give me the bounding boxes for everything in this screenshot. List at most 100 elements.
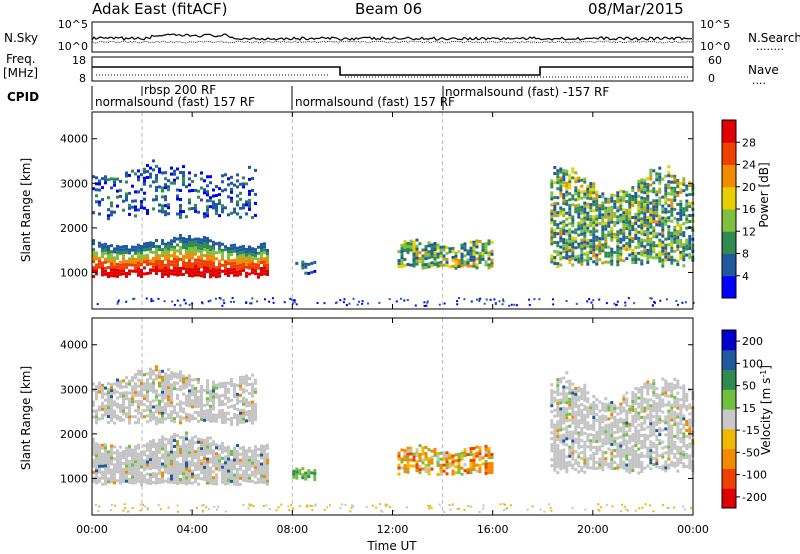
data-cell-4-439 bbox=[613, 467, 617, 470]
data-cell-1-136 bbox=[173, 172, 176, 176]
data-cell-4-658 bbox=[649, 383, 653, 387]
data-cell-0-438 bbox=[197, 449, 200, 453]
data-cell-4-832 bbox=[673, 419, 677, 423]
data-cell-0-522 bbox=[215, 473, 218, 477]
data-cell-1-63 bbox=[134, 208, 137, 212]
data-cell-1-305 bbox=[173, 372, 176, 376]
data-cell-4-151 bbox=[571, 167, 575, 171]
data-cell-0-544 bbox=[221, 477, 224, 481]
data-cell-0-156 bbox=[131, 472, 134, 476]
data-cell-4-79 bbox=[559, 428, 563, 432]
data-cell-3-12 bbox=[403, 240, 407, 243]
data-cell-4-726 bbox=[658, 232, 662, 236]
data-cell-3-193 bbox=[490, 261, 494, 265]
data-cell-0-588 bbox=[233, 467, 236, 471]
data-cell-4-842 bbox=[676, 379, 680, 383]
data-cell-4-803 bbox=[670, 207, 674, 211]
data-cell-1-217 bbox=[218, 202, 221, 206]
data-cell-4-896 bbox=[682, 432, 686, 436]
freq-right-tick-bottom: 0 bbox=[708, 72, 715, 85]
data-cell-4-460 bbox=[619, 420, 623, 424]
data-cell-3-80 bbox=[436, 461, 440, 464]
data-cell-0-329 bbox=[194, 264, 197, 268]
data-cell-3-178 bbox=[484, 248, 488, 252]
data-cell-4-316 bbox=[592, 254, 596, 258]
speckle-111 bbox=[448, 504, 451, 506]
data-cell-4-187 bbox=[574, 395, 578, 399]
data-cell-4-624 bbox=[643, 254, 647, 258]
data-cell-0-303 bbox=[167, 471, 170, 475]
data-cell-0-36 bbox=[104, 251, 107, 255]
data-cell-4-892 bbox=[685, 187, 689, 191]
speckle-115 bbox=[543, 510, 546, 513]
data-cell-4-383 bbox=[604, 245, 608, 249]
data-cell-1-39 bbox=[119, 179, 122, 183]
data-cell-4-892 bbox=[682, 414, 686, 418]
data-cell-4-794 bbox=[667, 258, 671, 262]
data-cell-4-498 bbox=[625, 412, 629, 416]
data-cell-4-501 bbox=[625, 421, 629, 425]
speckle-103 bbox=[375, 506, 378, 509]
data-cell-1-356 bbox=[185, 415, 188, 419]
data-cell-4-805 bbox=[670, 406, 674, 410]
speckle-108 bbox=[352, 505, 355, 508]
data-cell-0-448 bbox=[200, 438, 203, 442]
nsky-label: N.Sky bbox=[4, 31, 38, 45]
data-cell-1-525 bbox=[236, 422, 239, 426]
data-cell-4-924 bbox=[688, 418, 692, 422]
data-cell-4-851 bbox=[676, 248, 680, 251]
data-cell-4-889 bbox=[682, 258, 686, 262]
data-cell-3-168 bbox=[484, 453, 488, 457]
data-cell-4-861 bbox=[679, 211, 683, 215]
data-cell-0-156 bbox=[143, 272, 146, 276]
data-cell-4-838 bbox=[676, 191, 680, 194]
data-cell-4-17 bbox=[550, 464, 554, 468]
data-cell-0-563 bbox=[227, 460, 230, 464]
data-cell-4-336 bbox=[595, 467, 599, 470]
data-cell-4-226 bbox=[577, 470, 581, 474]
data-cell-0-31 bbox=[101, 270, 104, 274]
data-cell-1-300 bbox=[170, 404, 173, 408]
data-cell-4-242 bbox=[580, 451, 584, 455]
data-cell-4-619 bbox=[640, 464, 644, 467]
speckle-72 bbox=[292, 299, 295, 302]
data-cell-4-771 bbox=[664, 463, 668, 467]
data-cell-3-169 bbox=[484, 459, 488, 463]
data-cell-0-284 bbox=[185, 237, 188, 241]
data-cell-4-36 bbox=[553, 462, 557, 466]
data-cell-2-1 bbox=[292, 472, 296, 476]
speckle-82 bbox=[177, 510, 179, 513]
speckle-101 bbox=[316, 302, 319, 304]
data-cell-0-73 bbox=[110, 444, 113, 448]
data-cell-4-448 bbox=[616, 248, 620, 252]
data-cell-1-174 bbox=[194, 203, 197, 207]
data-cell-4-75 bbox=[559, 416, 563, 420]
data-cell-4-440 bbox=[616, 406, 620, 410]
data-cell-4-450 bbox=[616, 448, 620, 452]
data-cell-0-396 bbox=[188, 439, 191, 443]
data-cell-1-24 bbox=[101, 386, 104, 390]
data-cell-0-338 bbox=[197, 255, 200, 259]
data-cell-4-87 bbox=[562, 184, 566, 188]
data-cell-4-906 bbox=[685, 253, 689, 257]
data-cell-4-726 bbox=[658, 400, 662, 404]
data-cell-0-495 bbox=[209, 460, 212, 464]
data-cell-4-764 bbox=[664, 216, 668, 220]
data-cell-4-303 bbox=[592, 401, 596, 404]
speckle-30 bbox=[665, 298, 668, 301]
data-cell-0-277 bbox=[182, 246, 185, 249]
speckle-136 bbox=[94, 503, 97, 506]
data-cell-4-312 bbox=[592, 428, 596, 431]
data-cell-4-254 bbox=[586, 187, 590, 191]
data-cell-0-365 bbox=[203, 266, 206, 270]
data-cell-3-44 bbox=[415, 262, 419, 266]
data-cell-4-610 bbox=[640, 425, 644, 428]
data-cell-1-77 bbox=[143, 176, 146, 180]
colorbar-segment-3 bbox=[722, 209, 736, 232]
data-cell-4-427 bbox=[613, 214, 617, 218]
data-cell-0-158 bbox=[146, 245, 149, 248]
speckle-133 bbox=[139, 503, 142, 506]
data-cell-0-536 bbox=[260, 246, 263, 249]
data-cell-4-222 bbox=[577, 452, 581, 456]
data-cell-4-636 bbox=[643, 445, 647, 449]
